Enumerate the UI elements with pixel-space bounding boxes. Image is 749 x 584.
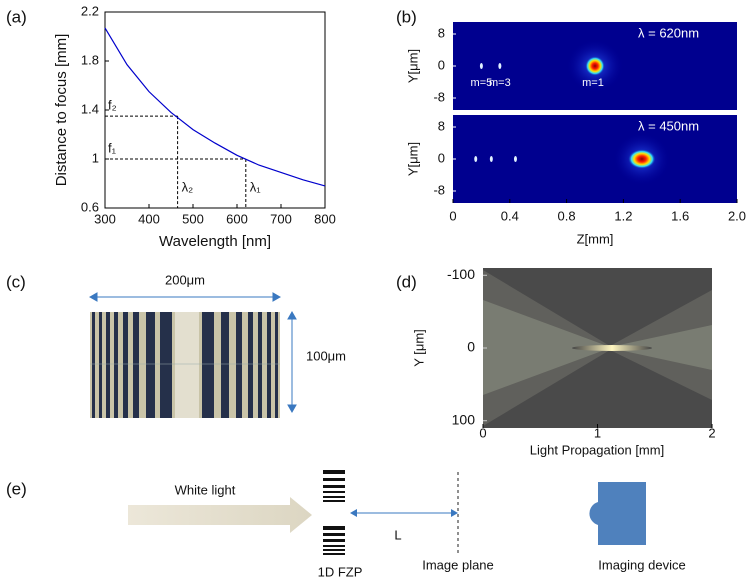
y-tick-label: -100 [447, 266, 475, 282]
x-tick-label: 0.4 [501, 208, 519, 223]
diagram-label: 1D FZP [318, 564, 363, 579]
diagram-label: L [394, 527, 401, 542]
x-tick-label: 0 [479, 425, 486, 440]
x-tick-label: 1 [594, 425, 601, 440]
panel-label: (d) [396, 272, 417, 291]
focus-spot [474, 156, 478, 162]
scale-label: 100μm [306, 348, 346, 363]
propagation-image [483, 268, 712, 428]
x-axis-label: Light Propagation [mm] [530, 442, 664, 457]
y-tick-label: 100 [452, 411, 476, 427]
panel-label: (a) [6, 7, 27, 26]
x-tick-label: 500 [182, 211, 204, 226]
y-tick-label: 0 [438, 150, 445, 165]
y-tick-label: 0.6 [81, 199, 99, 214]
micrograph [90, 312, 280, 418]
y-tick-label: 1 [92, 150, 99, 165]
x-tick-label: 0 [449, 208, 456, 223]
x-tick-label: 2 [708, 425, 715, 440]
y-tick-label: 1.8 [81, 52, 99, 67]
focus-spot [513, 156, 517, 162]
heatmap-bg [453, 115, 737, 203]
y-tick-label: 2.2 [81, 3, 99, 18]
y-axis-label: Y[μm] [405, 49, 420, 83]
x-axis-label: Wavelength [nm] [159, 233, 271, 250]
order-label: m=1 [582, 77, 604, 89]
diagram-label: Image plane [422, 557, 494, 572]
focus-spot [489, 156, 493, 162]
x-tick-label: 600 [226, 211, 248, 226]
data-line [104, 27, 326, 187]
y-tick-label: -8 [433, 182, 445, 197]
x-tick-label: 800 [314, 211, 336, 226]
x-axis-label: Z[mm] [577, 231, 614, 246]
x-tick-label: 1.2 [614, 208, 632, 223]
wavelength-label: λ = 620nm [638, 25, 699, 40]
guide-label: f₁ [108, 140, 117, 155]
y-axis-label: Distance to focus [mm] [53, 34, 70, 187]
plot-frame [104, 11, 326, 209]
x-tick-label: 1.6 [671, 208, 689, 223]
diagram-label: White light [175, 482, 236, 497]
focus-spot [498, 63, 502, 69]
panel-label: (e) [6, 479, 27, 498]
x-tick-label: 2.0 [728, 208, 746, 223]
order-label: m=5 [471, 77, 493, 89]
panel-label: (b) [396, 7, 417, 26]
x-tick-label: 400 [138, 211, 160, 226]
scale-arrows [88, 292, 297, 414]
guide-label: λ₂ [182, 179, 194, 194]
x-tick-label: 300 [94, 211, 116, 226]
focus-spot [627, 149, 656, 169]
wavelength-label: λ = 450nm [638, 118, 699, 133]
x-tick-label: 700 [270, 211, 292, 226]
x-tick-label: 0.8 [558, 208, 576, 223]
y-tick-label: 0 [467, 339, 475, 355]
y-axis-label: Y[μm] [405, 142, 420, 176]
y-tick-label: 1.4 [81, 101, 99, 116]
order-label: m=3 [489, 77, 511, 89]
y-tick-label: 8 [438, 118, 445, 133]
diagram [128, 470, 646, 555]
guide-label: f₂ [108, 98, 117, 113]
y-tick-label: 8 [438, 25, 445, 40]
y-axis-label: Y [μm] [411, 329, 426, 367]
guide-label: λ₁ [250, 179, 261, 194]
scale-label: 200μm [165, 272, 205, 287]
y-tick-label: 0 [438, 57, 445, 72]
panel-label: (c) [6, 272, 26, 291]
focus-spot [585, 56, 605, 76]
focus-spot [479, 63, 483, 69]
y-tick-label: -8 [433, 89, 445, 104]
diagram-label: Imaging device [598, 557, 685, 572]
